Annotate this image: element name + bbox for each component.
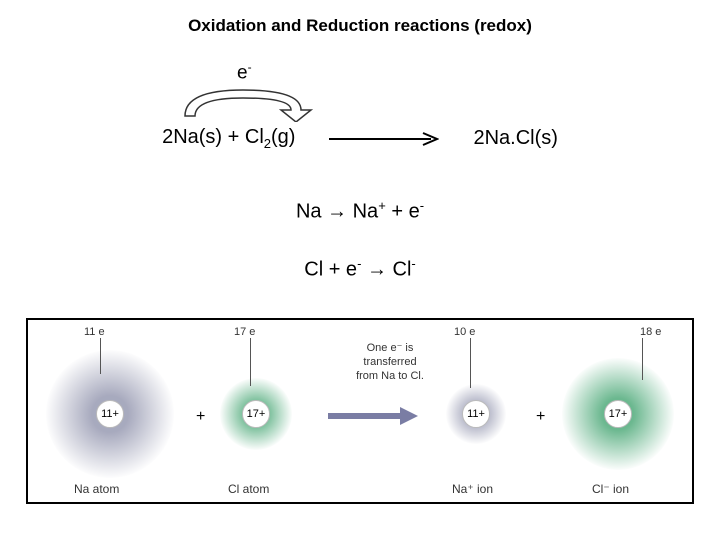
- cl-atom-electron-count: 17 e: [234, 326, 255, 338]
- cl-ion-leader-line: [642, 338, 643, 380]
- cl-ion-electron-count: 18 e: [640, 326, 661, 338]
- main-equation: 2Na(s) + Cl2(g) 2Na.Cl(s): [0, 126, 720, 151]
- cl-atom-leader-line: [250, 338, 251, 386]
- plus-symbol: +: [536, 408, 545, 426]
- hr1-t2: + e: [386, 201, 420, 223]
- transfer-arrow-icon: [328, 406, 418, 426]
- na-ion-electron-count: 10 e: [454, 326, 475, 338]
- cl-atom-caption: Cl atom: [228, 482, 269, 496]
- hr1-sup3: -: [420, 198, 424, 213]
- atom-diagram-panel: 11+ 11 e Na atom 17+ 17 e Cl atom 11+ 10 e Na⁺ i…: [26, 318, 694, 504]
- na-ion-leader-line: [470, 338, 471, 388]
- cl-atom-nucleus: 17+: [242, 400, 270, 428]
- reaction-arrow-icon: [329, 132, 439, 146]
- na-atom-leader-line: [100, 338, 101, 374]
- cl-ion-caption: Cl⁻ ion: [592, 482, 629, 496]
- electron-base: e: [237, 62, 248, 83]
- half-reaction-reduction: Cl + e- → Cl-: [0, 256, 720, 282]
- hr1-t0: Na → Na: [296, 201, 378, 223]
- hr1-sup1: +: [378, 198, 386, 213]
- na-atom-electron-count: 11 e: [84, 326, 105, 338]
- na-atom-caption: Na atom: [74, 482, 119, 496]
- hr2-t0: Cl + e: [304, 259, 357, 281]
- equation-rhs: 2Na.Cl(s): [473, 127, 557, 150]
- hr2-sup3: -: [411, 256, 415, 271]
- na-ion-nucleus: 11+: [462, 400, 490, 428]
- na-ion-caption: Na⁺ ion: [452, 482, 493, 496]
- na-atom-nucleus: 11+: [96, 400, 124, 428]
- electron-transfer-label: e-: [237, 60, 252, 84]
- electron-sup: -: [248, 60, 252, 74]
- electron-transfer-arrow-icon: [165, 82, 320, 122]
- eq-lhs-sub: 2: [264, 136, 271, 151]
- plus-symbol: +: [196, 408, 205, 426]
- transfer-note: One e⁻ istransferredfrom Na to Cl.: [350, 342, 430, 383]
- eq-lhs-t0: 2Na(s) + Cl: [162, 126, 264, 148]
- equation-lhs: 2Na(s) + Cl2(g): [162, 126, 295, 151]
- eq-lhs-t2: (g): [271, 126, 295, 148]
- hr2-t2: → Cl: [361, 259, 411, 281]
- half-reaction-oxidation: Na → Na+ + e-: [0, 198, 720, 224]
- eq-rhs-t0: 2Na.Cl(s): [473, 127, 557, 149]
- cl-ion-nucleus: 17+: [604, 400, 632, 428]
- page-title: Oxidation and Reduction reactions (redox…: [0, 0, 720, 36]
